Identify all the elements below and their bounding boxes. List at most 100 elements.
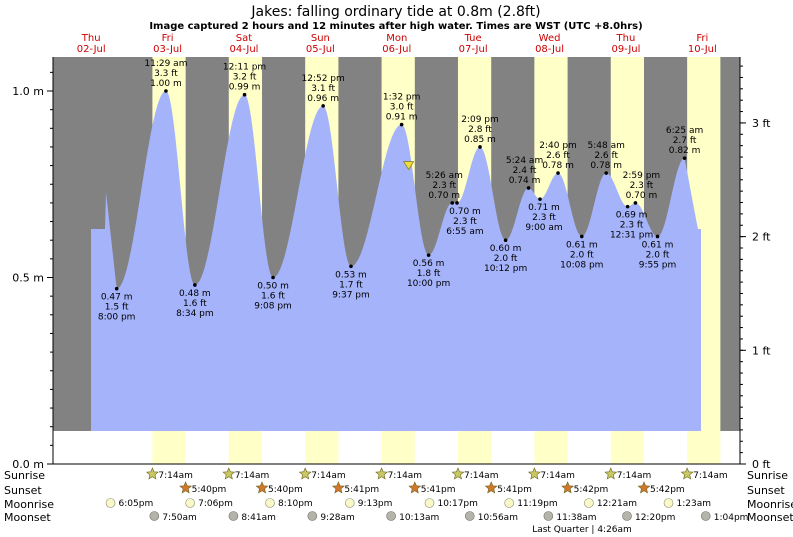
moonrise-time: 10:17pm <box>437 499 477 509</box>
moonset-time: 12:20pm <box>635 513 675 523</box>
current-marker <box>403 161 415 171</box>
sunrise-icon <box>298 467 312 480</box>
moonset-time: 10:13am <box>399 513 439 523</box>
day-name-label: Sun <box>311 33 330 44</box>
sunset-time: 5:42pm <box>574 485 609 495</box>
extreme-metres-label: 0.85 m <box>464 135 496 145</box>
extreme-point <box>503 238 508 242</box>
sunrise-icon <box>680 467 694 480</box>
extreme-time-label: 11:29 am <box>144 59 187 69</box>
day-labels: Thu02-JulFri03-JulSat04-JulSun05-JulMon0… <box>77 33 717 55</box>
extreme-point <box>349 264 353 269</box>
extreme-point <box>426 253 431 257</box>
sunrise-icon <box>222 467 236 480</box>
day-name-label: Thu <box>616 33 636 44</box>
sunrise-time: 7:14am <box>464 471 499 481</box>
extreme-feet-label: 3.2 ft <box>233 73 257 83</box>
extreme-time-label: 9:37 pm <box>332 290 370 300</box>
day-date-label: 04-Jul <box>229 44 258 55</box>
extreme-time-label: 12:52 pm <box>302 74 345 84</box>
moonset-icon <box>700 511 711 521</box>
moonset-icon <box>228 511 239 521</box>
moonrise-icon <box>663 498 674 508</box>
extreme-point <box>538 197 542 201</box>
extreme-point <box>450 201 455 205</box>
extreme-feet-label: 2.8 ft <box>468 125 492 135</box>
moonset-icon <box>307 511 318 521</box>
extreme-time-label: 2:59 pm <box>623 171 661 181</box>
extreme-time-label: 6:25 am <box>666 126 703 136</box>
current-level-marker <box>403 161 415 171</box>
extreme-metres-label: 0.50 m <box>257 282 289 292</box>
sunset-time: 5:41pm <box>421 485 456 495</box>
moonrise-icon <box>584 498 594 508</box>
extreme-point <box>604 171 609 175</box>
extreme-time-label: 1:32 pm <box>383 93 421 103</box>
sunrise-time: 7:14am <box>693 471 728 481</box>
sunset-time: 5:41pm <box>344 485 379 495</box>
extreme-feet-label: 2.0 ft <box>646 250 670 260</box>
extreme-feet-label: 1.7 ft <box>339 280 363 290</box>
extreme-metres-label: 0.82 m <box>669 146 701 156</box>
extreme-time-label: 12:11 pm <box>223 63 266 73</box>
extreme-feet-label: 2.3 ft <box>432 181 456 191</box>
extreme-feet-label: 1.8 ft <box>417 269 441 279</box>
sunrise-time: 7:14am <box>388 471 423 481</box>
tide-area <box>91 91 701 431</box>
moonset-time: 7:50am <box>162 513 197 523</box>
extreme-metres-label: 0.70 m <box>428 191 460 201</box>
extreme-metres-label: 0.96 m <box>307 94 339 104</box>
right-tick-label: 1 ft <box>752 344 771 357</box>
sunrise-row-label-left: Sunrise <box>4 469 45 482</box>
extreme-metres-label: 0.60 m <box>490 244 522 254</box>
moonrise-time: 6:05pm <box>119 499 154 509</box>
extreme-time-label: 10:12 pm <box>484 264 527 274</box>
extreme-time-label: 12:31 pm <box>610 231 653 241</box>
extreme-point <box>164 89 168 93</box>
moonset-icon <box>543 511 554 521</box>
sunrise-icon <box>451 467 465 480</box>
day-name-label: Wed <box>539 33 561 44</box>
day-name-label: Thu <box>81 33 101 44</box>
sunrise-time: 7:14am <box>540 471 575 481</box>
moonrise-icon <box>504 498 514 508</box>
extreme-feet-label: 2.6 ft <box>546 151 570 161</box>
moonrise-icon <box>265 498 275 508</box>
extreme-point <box>633 201 638 205</box>
sunset-icon <box>331 481 345 494</box>
extreme-point <box>478 145 482 149</box>
axes: 0.0 m 0.5 m 1.0 m 0 ft 1 ft 2 ft 3 ft <box>12 57 771 471</box>
moonrise-icon <box>105 498 116 508</box>
chart-title: Jakes: falling ordinary tide at 0.8m (2.… <box>250 4 540 20</box>
extreme-time-label: 5:24 am <box>506 156 543 166</box>
extreme-feet-label: 1.6 ft <box>261 292 285 302</box>
extreme-time-label: 5:48 am <box>588 141 625 151</box>
extreme-point <box>655 234 660 239</box>
moonset-icon <box>386 511 396 521</box>
moonrise-row-label-right: Moonrise <box>747 498 793 511</box>
sunset-icon <box>408 481 422 494</box>
extreme-feet-label: 2.3 ft <box>630 181 654 191</box>
sunrise-icon <box>604 467 618 480</box>
extreme-feet-label: 2.3 ft <box>532 213 556 223</box>
extreme-point <box>321 104 325 108</box>
extreme-feet-label: 2.7 ft <box>673 136 697 146</box>
extreme-time-label: 10:08 pm <box>560 260 603 270</box>
moonrise-time: 8:10pm <box>278 499 313 509</box>
extreme-point <box>526 186 531 190</box>
extreme-feet-label: 3.1 ft <box>311 84 335 94</box>
extreme-time-label: 8:00 pm <box>98 313 136 323</box>
day-name-label: Sat <box>236 33 252 44</box>
extreme-feet-label: 2.3 ft <box>620 221 644 231</box>
day-name-label: Fri <box>696 33 708 44</box>
extreme-feet-label: 2.3 ft <box>453 217 477 227</box>
sunset-icon <box>637 481 651 494</box>
sunrise-icon <box>375 467 389 480</box>
moonset-time: 9:28am <box>320 513 355 523</box>
extreme-point <box>242 92 247 97</box>
extreme-feet-label: 3.3 ft <box>154 69 178 79</box>
day-date-label: 07-Jul <box>459 44 488 55</box>
sunrise-icon <box>527 467 541 480</box>
extreme-metres-label: 0.78 m <box>542 161 574 171</box>
extreme-feet-label: 2.0 ft <box>570 250 594 260</box>
